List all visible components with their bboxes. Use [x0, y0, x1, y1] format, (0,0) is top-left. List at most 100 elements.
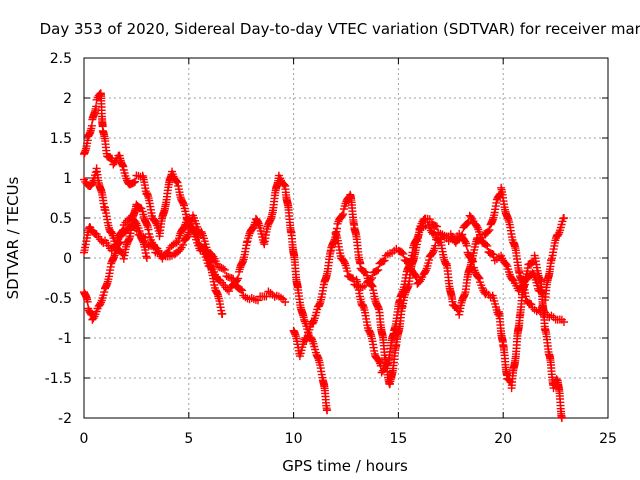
- data-point: [529, 270, 538, 279]
- data-point: [375, 357, 384, 366]
- data-point: [461, 237, 470, 246]
- data-point: [380, 256, 389, 265]
- data-point: [119, 226, 127, 235]
- data-point: [502, 260, 511, 269]
- data-point: [307, 335, 316, 344]
- data-point: [398, 248, 407, 257]
- data-point: [262, 292, 271, 301]
- data-point: [468, 256, 477, 264]
- data-point: [433, 222, 441, 231]
- y-axis-label: SDTVAR / TECUs: [4, 176, 22, 299]
- y-tick-label: 2: [63, 91, 72, 107]
- data-point: [343, 267, 352, 276]
- data-point: [151, 218, 160, 226]
- data-point: [482, 240, 490, 249]
- data-point: [457, 232, 466, 241]
- data-marks: [80, 89, 568, 422]
- data-point: [100, 288, 109, 297]
- y-tick-label: -0.5: [45, 291, 72, 307]
- x-tick-label: 5: [184, 431, 193, 447]
- data-point: [521, 280, 529, 289]
- data-point: [483, 241, 492, 250]
- data-point: [374, 265, 383, 274]
- data-point: [339, 210, 348, 219]
- y-tick-label: 1: [63, 171, 72, 187]
- data-point: [207, 258, 216, 267]
- y-tick-label: 0.5: [50, 211, 72, 227]
- x-axis-label: GPS time / hours: [282, 457, 408, 475]
- data-point: [473, 223, 482, 232]
- data-point: [552, 375, 561, 384]
- data-point: [399, 249, 408, 258]
- data-point: [280, 180, 289, 189]
- data-point: [367, 281, 376, 290]
- data-point: [415, 277, 424, 286]
- data-point: [183, 232, 192, 241]
- data-point: [338, 211, 347, 220]
- data-point: [218, 310, 227, 318]
- y-tick-label: 2.5: [50, 51, 72, 67]
- data-point: [222, 272, 231, 281]
- data-point: [220, 265, 229, 274]
- data-point: [179, 240, 188, 249]
- y-tick-label: -2: [58, 411, 72, 427]
- x-tick-label: 15: [389, 431, 407, 447]
- data-point: [559, 318, 568, 326]
- data-point: [233, 276, 241, 285]
- series-track-c: [80, 211, 290, 306]
- data-point: [340, 257, 349, 266]
- data-point: [129, 178, 138, 187]
- data-point: [466, 213, 475, 222]
- data-point: [89, 314, 98, 323]
- data-point: [300, 315, 309, 324]
- data-point: [142, 254, 151, 262]
- y-tick-label: -1: [58, 331, 72, 347]
- data-point: [149, 242, 158, 251]
- data-point: [431, 241, 440, 250]
- data-point: [458, 230, 467, 239]
- x-tick-label: 0: [80, 431, 89, 447]
- data-point: [411, 272, 420, 280]
- x-tick-label: 25: [599, 431, 617, 447]
- plot-frame: [83, 57, 609, 419]
- data-point: [373, 266, 381, 275]
- data-point: [462, 241, 471, 250]
- data-point: [463, 219, 472, 228]
- data-point: [219, 264, 228, 273]
- y-tick-label: -1.5: [45, 371, 72, 387]
- data-point: [474, 273, 483, 282]
- data-point: [554, 230, 563, 239]
- data-point: [238, 286, 247, 295]
- data-point: [172, 177, 181, 186]
- data-point: [472, 222, 481, 231]
- data-point: [469, 257, 478, 266]
- data-point: [425, 215, 434, 224]
- data-point: [172, 238, 181, 247]
- data-point: [281, 298, 290, 306]
- y-tick-label: 0: [63, 251, 72, 267]
- data-point: [527, 300, 536, 309]
- series-track-g: [352, 211, 568, 377]
- data-point: [368, 274, 376, 282]
- data-point: [530, 271, 539, 280]
- y-tick-label: 1.5: [50, 131, 72, 147]
- data-point: [83, 297, 92, 306]
- x-tick-label: 10: [285, 431, 303, 447]
- x-tick-label: 20: [494, 431, 512, 447]
- data-point: [225, 287, 233, 296]
- data-point: [489, 250, 498, 259]
- data-point: [197, 227, 206, 236]
- grid: [84, 58, 608, 418]
- data-point: [361, 268, 370, 277]
- data-point: [557, 414, 566, 422]
- data-point: [107, 227, 116, 236]
- data-point: [173, 178, 182, 187]
- chart-title: Day 353 of 2020, Sidereal Day-to-day VTE…: [40, 20, 640, 38]
- data-point: [229, 274, 238, 283]
- data-point: [484, 227, 493, 236]
- data-point: [528, 258, 537, 267]
- data-point: [421, 268, 430, 276]
- data-point: [431, 221, 440, 230]
- data-point: [323, 406, 332, 414]
